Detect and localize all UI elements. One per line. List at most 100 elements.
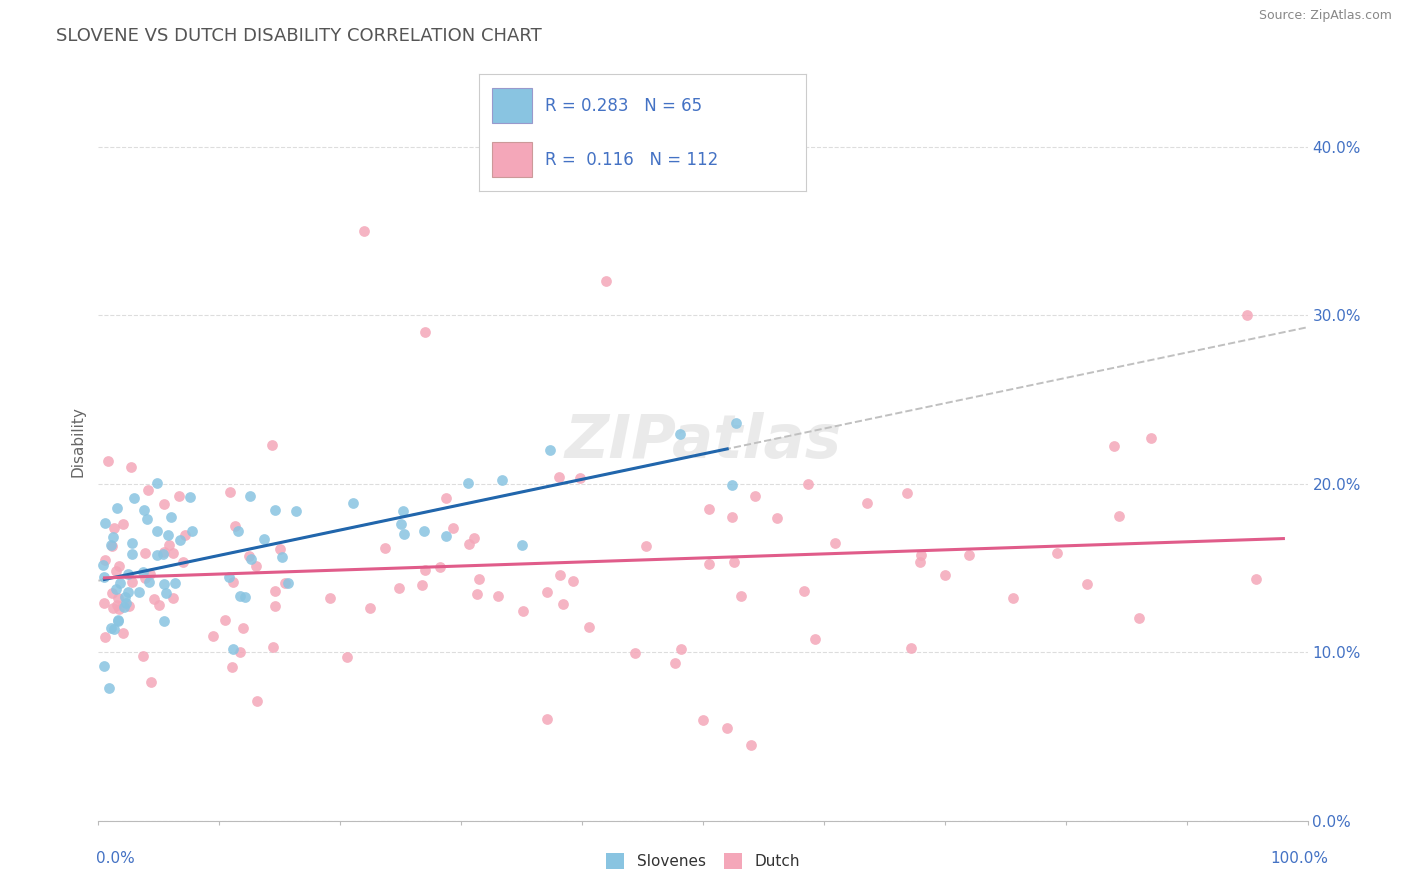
Point <box>744 489 766 503</box>
Point <box>319 591 342 606</box>
Point <box>392 527 415 541</box>
Point <box>548 567 571 582</box>
Point <box>105 582 128 597</box>
Point <box>107 613 129 627</box>
Point <box>156 528 179 542</box>
Point <box>463 531 485 545</box>
Point <box>413 325 436 339</box>
Point <box>253 532 276 546</box>
Point <box>214 613 236 627</box>
Point <box>121 547 143 561</box>
Point <box>221 574 243 589</box>
Point <box>716 721 738 735</box>
Point <box>568 470 591 484</box>
Point <box>465 586 488 600</box>
Point <box>595 275 617 289</box>
Text: Source: ZipAtlas.com: Source: ZipAtlas.com <box>1258 9 1392 22</box>
Point <box>342 496 364 510</box>
Point <box>172 555 194 569</box>
Point <box>336 649 359 664</box>
Point <box>934 567 956 582</box>
Point <box>392 504 415 518</box>
Point <box>547 470 569 484</box>
Point <box>1139 431 1161 445</box>
Point <box>263 503 285 517</box>
Point <box>152 547 174 561</box>
Point <box>93 570 115 584</box>
Point <box>374 541 396 555</box>
Legend: Slovenes, Dutch: Slovenes, Dutch <box>600 847 806 875</box>
Point <box>148 598 170 612</box>
Point <box>132 565 155 579</box>
Point <box>664 656 686 670</box>
Point <box>107 591 129 605</box>
Point <box>114 596 136 610</box>
Point <box>114 590 136 604</box>
Point <box>173 527 195 541</box>
Point <box>155 586 177 600</box>
Point <box>697 557 720 571</box>
Point <box>224 518 246 533</box>
Point <box>153 544 176 558</box>
Point <box>725 416 748 430</box>
Text: 0.0%: 0.0% <box>96 851 135 865</box>
Point <box>412 524 434 538</box>
Point <box>221 659 243 673</box>
Point <box>233 590 256 604</box>
Point <box>103 521 125 535</box>
Point <box>510 538 533 552</box>
Point <box>910 548 932 562</box>
Point <box>122 491 145 506</box>
Point <box>146 524 169 538</box>
Point <box>105 564 128 578</box>
Point <box>222 642 245 657</box>
Point <box>134 571 156 585</box>
Point <box>413 563 436 577</box>
Point <box>218 485 240 500</box>
Point <box>900 641 922 656</box>
Point <box>669 427 692 442</box>
Point <box>803 632 825 647</box>
Point <box>141 675 163 690</box>
Point <box>730 589 752 603</box>
Point <box>91 558 114 572</box>
Point <box>536 712 558 726</box>
Point <box>179 490 201 504</box>
Point <box>146 476 169 491</box>
Point <box>101 530 124 544</box>
Point <box>491 473 513 487</box>
Point <box>181 524 204 539</box>
Point <box>105 500 128 515</box>
Text: 100.0%: 100.0% <box>1271 851 1329 865</box>
Point <box>132 648 155 663</box>
Point <box>103 601 125 615</box>
Text: SLOVENE VS DUTCH DISABILITY CORRELATION CHART: SLOVENE VS DUTCH DISABILITY CORRELATION … <box>56 27 541 45</box>
Point <box>100 621 122 635</box>
Point <box>167 489 190 503</box>
Point <box>697 501 720 516</box>
Point <box>538 443 561 458</box>
Point <box>103 622 125 636</box>
Point <box>218 570 240 584</box>
Y-axis label: Disability: Disability <box>70 406 86 477</box>
Point <box>720 510 742 524</box>
Point <box>232 621 254 635</box>
Point <box>165 576 187 591</box>
Point <box>1128 611 1150 625</box>
Point <box>112 600 135 615</box>
Point <box>153 577 176 591</box>
Point <box>1102 439 1125 453</box>
Point <box>136 512 159 526</box>
Point <box>669 641 692 656</box>
Point <box>118 599 141 614</box>
Point <box>136 483 159 497</box>
Point <box>98 681 121 695</box>
Point <box>153 497 176 511</box>
Point <box>856 496 879 510</box>
Point <box>93 630 115 644</box>
Point <box>117 584 139 599</box>
Point <box>108 575 131 590</box>
Point <box>468 572 491 586</box>
Point <box>263 584 285 599</box>
Point <box>285 504 308 518</box>
